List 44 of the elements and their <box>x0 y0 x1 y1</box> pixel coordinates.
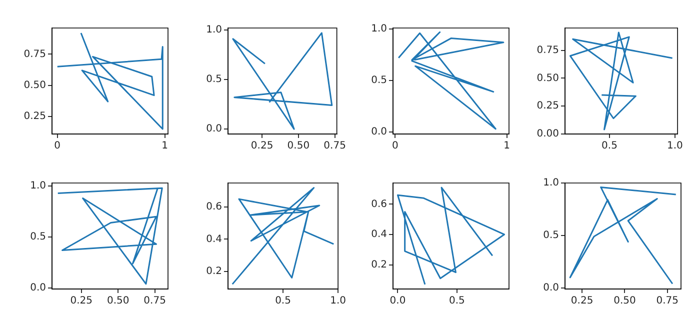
x-tick-label: 0.5 <box>275 296 291 307</box>
y-tick-label: 0.50 <box>536 72 559 84</box>
y-tick-label: 0.2 <box>371 259 387 270</box>
x-tick-label: 0.75 <box>656 296 678 307</box>
x-tick-label: 0.25 <box>570 296 594 307</box>
y-tick-label: 0.75 <box>24 48 46 60</box>
x-tick-label: 0.50 <box>614 296 636 307</box>
x-tick-label: 1.0 <box>667 140 683 152</box>
x-tick-label: 0.25 <box>250 140 274 152</box>
y-tick-label: 1.0 <box>371 24 387 35</box>
x-tick-label: 0.25 <box>70 296 92 307</box>
y-tick-label: 0.25 <box>536 100 559 112</box>
y-tick-label: 0.75 <box>536 44 559 56</box>
x-tick-label: 0 <box>392 140 398 152</box>
y-tick-label: 0.50 <box>24 80 46 91</box>
y-tick-label: 0.6 <box>371 198 387 210</box>
y-tick-label: 0.25 <box>24 111 46 122</box>
x-tick-label: 0.5 <box>448 296 465 307</box>
x-tick-label: 0 <box>54 140 61 152</box>
y-tick-label: 0.0 <box>30 282 46 294</box>
x-tick-label: 1.0 <box>330 296 346 307</box>
x-tick-label: 0.0 <box>390 296 406 307</box>
y-tick-label: 0.5 <box>30 232 46 243</box>
x-tick-label: 0.75 <box>324 140 346 152</box>
y-tick-label: 0.0 <box>206 124 222 135</box>
y-tick-label: 0.0 <box>371 126 387 138</box>
y-tick-label: 1.0 <box>206 24 222 36</box>
x-tick-label: 0.50 <box>106 296 130 307</box>
y-tick-label: 0.5 <box>206 74 222 86</box>
y-tick-label: 0.6 <box>206 202 222 213</box>
y-tick-label: 0.4 <box>206 234 222 245</box>
y-tick-label: 0.5 <box>371 75 387 86</box>
y-tick-label: 0.5 <box>543 230 559 242</box>
x-tick-label: 0.75 <box>144 296 166 307</box>
x-tick-label: 0.5 <box>602 140 618 152</box>
y-tick-label: 0.2 <box>206 266 222 277</box>
y-tick-label: 0.0 <box>543 282 559 294</box>
x-tick-label: 1 <box>162 140 168 152</box>
y-tick-label: 1.0 <box>30 180 46 192</box>
x-tick-label: 0.50 <box>287 140 310 152</box>
y-tick-label: 0.00 <box>536 128 559 140</box>
y-tick-label: 0.4 <box>371 229 387 240</box>
y-tick-label: 1.0 <box>543 178 559 189</box>
x-tick-label: 1 <box>504 140 510 152</box>
